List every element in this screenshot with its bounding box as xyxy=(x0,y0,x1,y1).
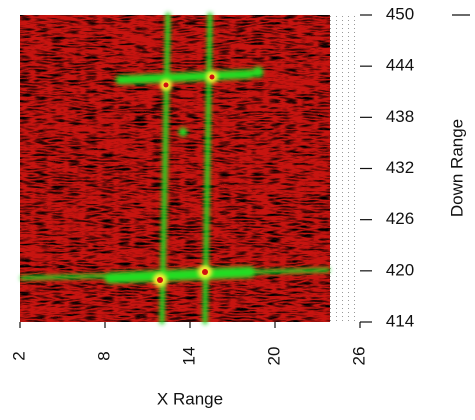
y-tick-label: 450 xyxy=(386,4,414,23)
y-tick-label: 420 xyxy=(386,260,414,279)
y-tick-label: 414 xyxy=(386,311,414,330)
y-tick-label: 426 xyxy=(386,209,414,228)
x-tick-label: 26 xyxy=(349,347,368,366)
x-tick-label: 2 xyxy=(9,351,28,360)
x-tick-label: 20 xyxy=(264,347,283,366)
x-tick-label: 8 xyxy=(94,351,113,360)
y-tick-label: 432 xyxy=(386,158,414,177)
y-axis-label: Down Range xyxy=(447,119,466,217)
y-tick-label: 438 xyxy=(386,107,414,126)
x-tick-label: 14 xyxy=(179,347,198,366)
y-tick-label: 444 xyxy=(386,56,414,75)
radar-image xyxy=(20,12,360,325)
x-axis-label: X Range xyxy=(157,389,223,408)
